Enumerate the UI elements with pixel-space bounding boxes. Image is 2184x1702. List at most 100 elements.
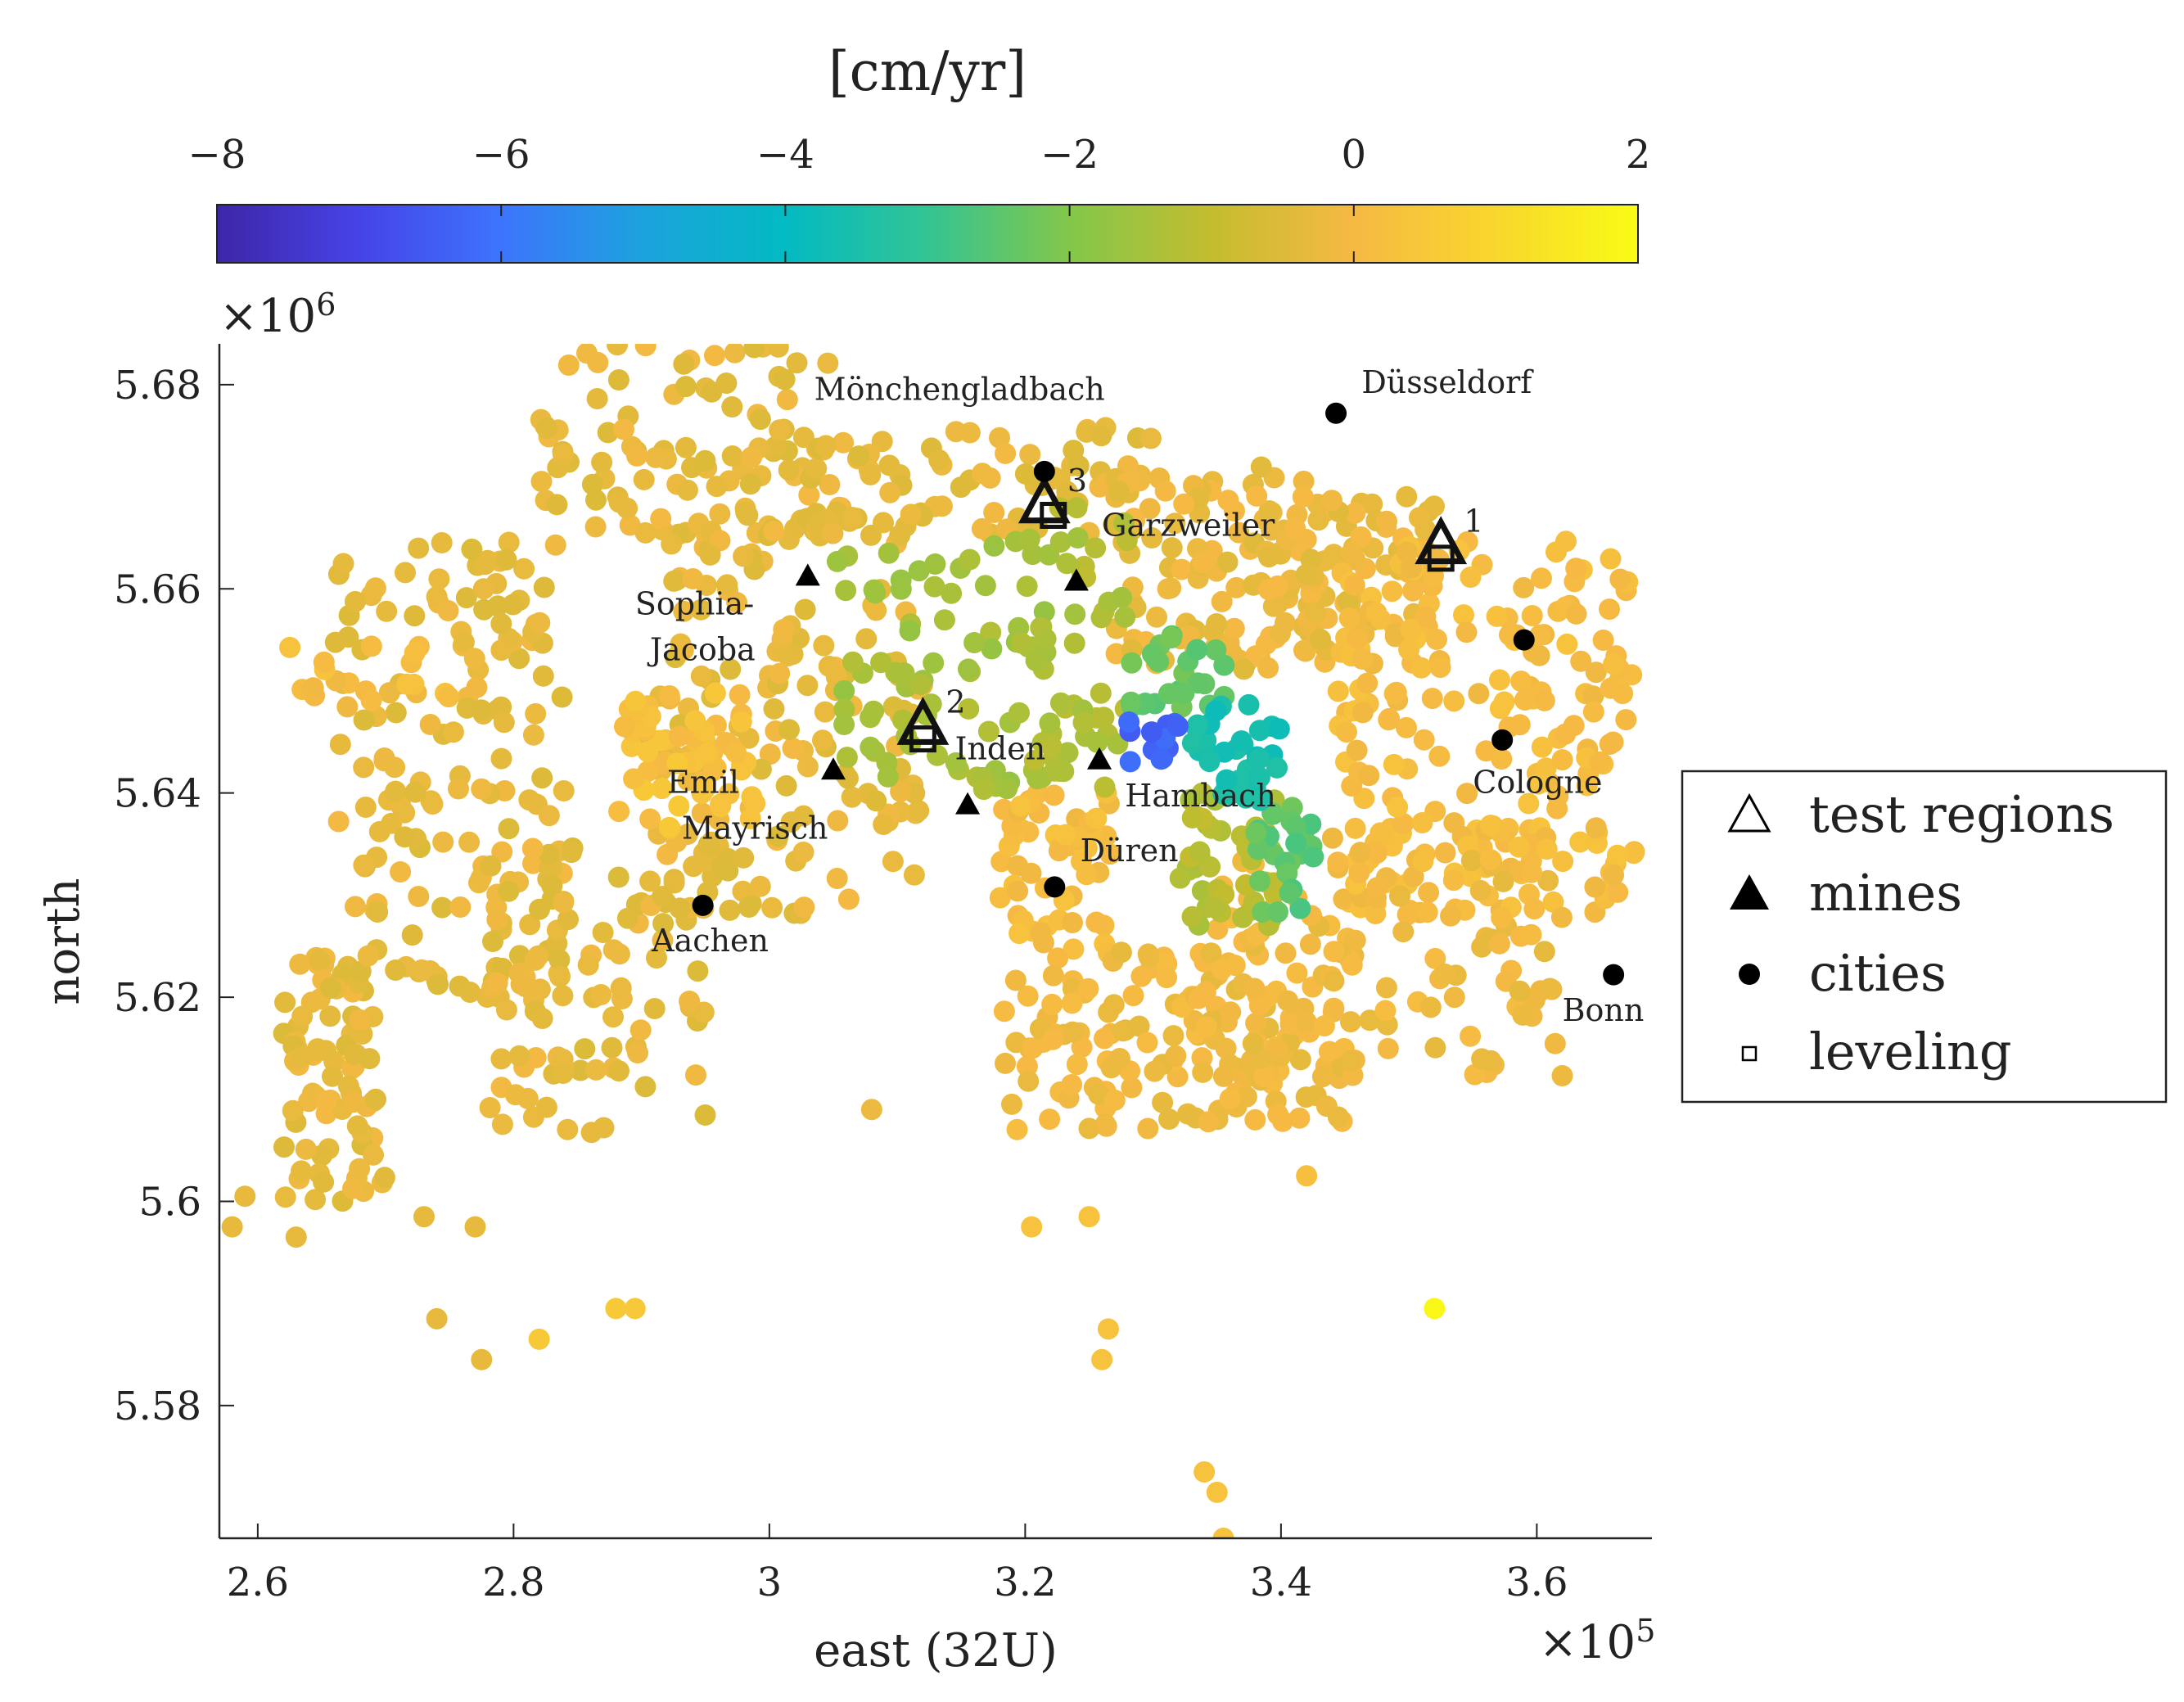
data-point [529,898,550,920]
data-point [767,344,789,358]
data-point [639,870,661,892]
data-point [364,577,386,599]
legend-entry-cities: cities [1739,943,1947,1003]
data-point [870,652,892,674]
test-region-triangle-icon [1415,516,1468,565]
data-point [690,598,712,621]
data-point [1085,911,1108,933]
data-point [1313,1015,1335,1037]
colorbar-tick-label: −4 [756,132,814,178]
data-point [1152,1091,1174,1113]
data-point [1285,816,1307,837]
data-point [471,699,492,721]
data-point [1150,748,1172,770]
data-point [980,621,1002,643]
data-point [658,816,680,838]
data-point [972,463,994,485]
data-point [1085,537,1107,559]
data-point [574,1038,596,1060]
data-point [479,1097,501,1118]
data-point [273,1136,295,1158]
data-point [704,682,726,704]
data-point [525,702,547,725]
data-point [1078,1117,1100,1140]
data-point [404,605,426,627]
data-point [1245,822,1267,844]
data-point [586,388,608,409]
data-point [833,431,855,454]
data-point [1248,748,1270,770]
data-point [1242,1032,1264,1054]
data-point [1166,716,1189,737]
data-point [1009,702,1030,724]
data-point [221,1216,243,1238]
data-point [739,473,761,495]
data-point [530,471,553,493]
data-point [342,1091,364,1113]
data-point [557,909,579,931]
data-point [1285,833,1307,855]
data-point [291,1160,313,1182]
data-point [1341,1050,1362,1072]
data-point [513,558,535,580]
data-point [1066,497,1088,519]
data-point [1110,941,1132,964]
data-point [720,658,742,680]
data-point [1492,870,1514,892]
data-point [464,1216,486,1238]
data-point [553,780,575,801]
data-point [437,600,459,621]
data-point [1418,882,1440,904]
data-point [1365,903,1387,924]
leveling-square-icon [1427,544,1455,572]
x-exponent-power: 5 [1636,1613,1655,1649]
legend-open-triangle-icon [1727,792,1771,833]
data-point [1400,618,1422,640]
legend-entry-test-regions: test regions [1727,784,2114,844]
y-exponent: ×106 [219,287,336,343]
data-point [643,998,666,1019]
data-point [607,344,628,356]
data-point [548,949,571,971]
mine-label: Inden [954,731,1045,767]
data-point [1211,590,1233,612]
data-point [453,631,475,653]
data-point [607,866,629,888]
data-point [282,1099,304,1122]
x-tick-label: 2.8 [482,1560,544,1605]
data-point [1169,867,1191,889]
data-point [535,1096,557,1118]
data-point [1088,1083,1110,1105]
data-point [931,495,953,517]
data-point [634,521,657,544]
data-point [1057,742,1079,764]
data-point [763,698,785,720]
data-point [408,886,430,907]
data-point [1555,530,1577,553]
data-point [522,724,544,746]
data-point [1288,1107,1311,1129]
colorbar-gradient [216,204,1639,264]
data-point [709,503,731,525]
data-point [1039,1108,1061,1131]
data-point [522,852,544,874]
data-point [517,1087,539,1109]
data-point [463,648,485,670]
data-point [1299,933,1321,955]
data-point [627,1042,648,1063]
data-point [1366,842,1388,865]
data-point [865,599,887,621]
data-point [532,665,554,687]
data-point [1258,579,1279,601]
data-point [1491,907,1513,928]
data-point [1091,1348,1113,1370]
data-point [1112,1020,1135,1042]
data-point [945,752,967,774]
data-point [1541,978,1563,1000]
data-point [1289,1049,1311,1071]
data-point [346,1115,368,1137]
data-point [1327,851,1349,874]
x-tick-label: 3.6 [1505,1560,1568,1605]
test-region-label: 1 [1464,503,1483,539]
data-point [971,517,993,539]
